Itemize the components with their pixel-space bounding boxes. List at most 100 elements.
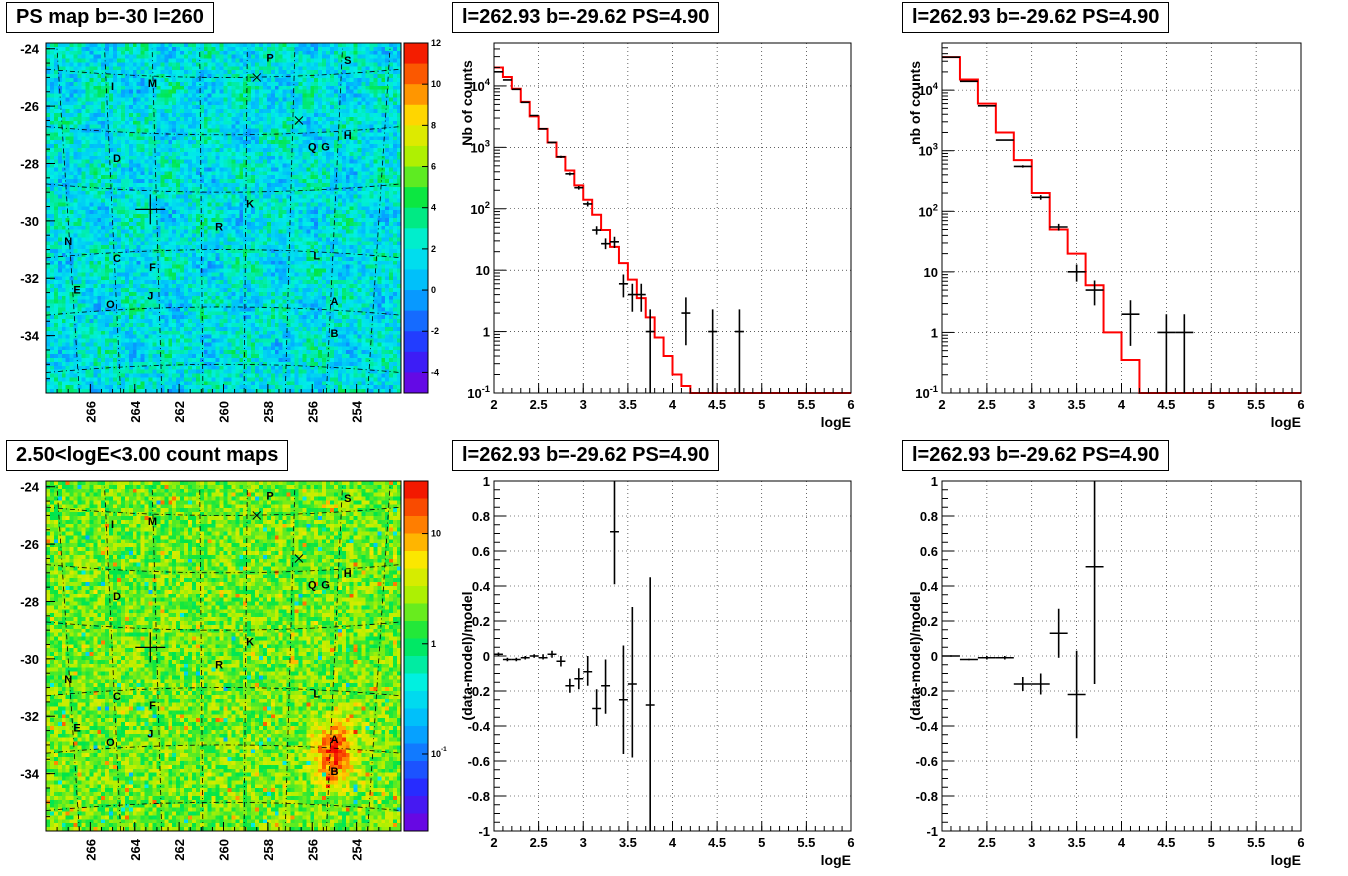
count-map-colorbar-band xyxy=(404,498,428,517)
residual-right-data-point xyxy=(1067,650,1086,739)
count-map-marker-x xyxy=(252,511,262,520)
ps-map-ytick-label: -34 xyxy=(20,329,40,344)
residual-left-data-point xyxy=(565,678,575,693)
count-map-grid-parallel xyxy=(45,506,402,516)
spectrum-right-xtick-label: 6 xyxy=(1297,397,1304,412)
ps-map-source-label: H xyxy=(344,130,352,142)
ps-map-xtick-label: 258 xyxy=(261,401,276,423)
residual-right-xtick-label: 2 xyxy=(938,835,945,850)
count-map-colorbar-band xyxy=(404,761,428,779)
residual-left-ytick-label: 0 xyxy=(483,649,490,664)
ps-map-xtick-label: 256 xyxy=(305,401,320,423)
residual-left-ytick-label: -0.6 xyxy=(468,754,490,769)
residual-right-ytick-label: 0.6 xyxy=(920,544,938,559)
count-map-colorbar-band xyxy=(404,551,428,569)
count-map-source-label: P xyxy=(266,490,273,502)
ps-map-source-label: E xyxy=(73,285,80,297)
ps-map-grid-meridian xyxy=(151,48,163,394)
spectrum-left-ytick-label: 1 xyxy=(483,325,490,340)
residual-right-data-point xyxy=(1085,481,1104,684)
count-map-colorbar-band xyxy=(404,743,428,762)
ps-map-xtick-label: 266 xyxy=(83,401,98,423)
ps-map-colorbar-band xyxy=(404,207,428,229)
spectrum-right-xtick-label: 5 xyxy=(1208,397,1215,412)
ps-map-source-label: K xyxy=(246,199,254,211)
ps-map-grid-meridian xyxy=(284,48,296,394)
spectrum-right-data-point xyxy=(1049,223,1068,231)
count-map-source-label: K xyxy=(246,637,254,649)
residual-right-xtick-label: 5.5 xyxy=(1247,835,1265,850)
residual-left-xtick-label: 3.5 xyxy=(619,835,637,850)
spectrum-left-data-point xyxy=(681,297,691,346)
ps-map-colorbar-band xyxy=(404,166,428,188)
count-map-marker-x xyxy=(294,554,304,563)
spectrum-left-model-line xyxy=(494,66,851,394)
residual-left-data-point xyxy=(494,652,503,656)
spectrum-left-ytick-label: 104 xyxy=(470,77,490,94)
count-map-heatmap-image xyxy=(46,481,401,831)
spectrum-left-data-point xyxy=(734,309,744,393)
ps-map-source-label: S xyxy=(344,55,351,67)
spectrum-left-data-point xyxy=(636,283,646,312)
ps-map-ytick-label: -28 xyxy=(20,156,39,171)
spectrum-left-data-point xyxy=(547,141,557,144)
spectrum-right-xtick-label: 4 xyxy=(1118,397,1126,412)
spectrum-right-model-line xyxy=(942,56,1301,394)
residual-left-ytick-label: -0.2 xyxy=(468,684,490,699)
count-map-colorbar-band xyxy=(404,726,428,744)
ps-map-grid-parallel xyxy=(45,183,402,193)
count-map-source-label: F xyxy=(149,700,156,712)
ps-map-colorbar-band xyxy=(404,290,428,312)
spectrum-right-ytick-label: 1 xyxy=(931,325,938,340)
count-map-colorbar-band xyxy=(404,603,428,622)
residual-right-data-point xyxy=(1049,608,1068,658)
count-map-grid-parallel xyxy=(45,687,402,697)
spectrum-left-data-point xyxy=(529,114,539,117)
residual-right-data-point xyxy=(995,656,1014,660)
residual-right-xtick-label: 4 xyxy=(1118,835,1126,850)
spectrum-left-xtick-label: 3.5 xyxy=(619,397,637,412)
count-map-ytick-label: -28 xyxy=(20,594,39,609)
residual-right-xtick-label: 5 xyxy=(1208,835,1215,850)
count-map-source-label: R xyxy=(215,660,223,672)
ps-map-colorbar-band xyxy=(404,248,428,270)
spectrum-right-data-point xyxy=(1121,300,1140,346)
count-map-grid-meridian xyxy=(326,486,343,832)
spectrum-left-data-point xyxy=(708,309,718,393)
ps-map-source-label: J xyxy=(147,290,153,302)
residual-left-ytick-label: 0.8 xyxy=(472,509,490,524)
ps-map-ytick-label: -24 xyxy=(20,42,40,57)
count-map-grid-parallel xyxy=(45,744,402,754)
spectrum-left-xtick-label: 4 xyxy=(669,397,677,412)
count-map-marker-plus xyxy=(135,632,166,663)
residual-right-ytick-label: 0.2 xyxy=(920,614,938,629)
residual-left-xlabel: logE xyxy=(821,852,851,868)
count-map-ytick-label: -24 xyxy=(20,480,40,495)
residual-right-ytick-label: -0.4 xyxy=(916,719,939,734)
spectrum-left-data-point xyxy=(502,79,512,81)
spectrum-left-xtick-label: 3 xyxy=(580,397,587,412)
spectrum-right-ytick-label: 10 xyxy=(924,265,938,280)
residual-left-data-point xyxy=(556,656,566,667)
ps-map-colorbar-label: 8 xyxy=(431,120,436,130)
ps-map-xtick-label: 262 xyxy=(172,401,187,423)
ps-map-xtick-label: 260 xyxy=(217,401,232,423)
count-map-xtick-label: 264 xyxy=(128,838,143,860)
count-map-colorbar-band xyxy=(404,568,428,587)
residual-left-xtick-label: 5 xyxy=(758,835,765,850)
count-map-colorbar-band xyxy=(404,708,428,727)
spectrum-right-xtick-label: 2.5 xyxy=(978,397,996,412)
spectrum-right-ylabel: nb of counts xyxy=(907,61,923,145)
spectrum-left-data-point xyxy=(610,236,619,248)
spectrum-right-data-point xyxy=(977,105,996,107)
spectrum-left-data-point xyxy=(565,172,575,176)
spectrum-left-data-point xyxy=(592,226,602,235)
spectrum-right-data-point xyxy=(1175,314,1194,393)
residual-left-ytick-label: -0.4 xyxy=(468,719,491,734)
spectrum-left-data-point xyxy=(574,185,584,190)
residual-right-xtick-label: 3 xyxy=(1028,835,1035,850)
ps-map-colorbar-band xyxy=(404,145,428,168)
spectrum-right-data-point xyxy=(995,139,1014,141)
residual-left-data-point xyxy=(592,689,602,726)
residual-left-data-point xyxy=(574,668,584,690)
